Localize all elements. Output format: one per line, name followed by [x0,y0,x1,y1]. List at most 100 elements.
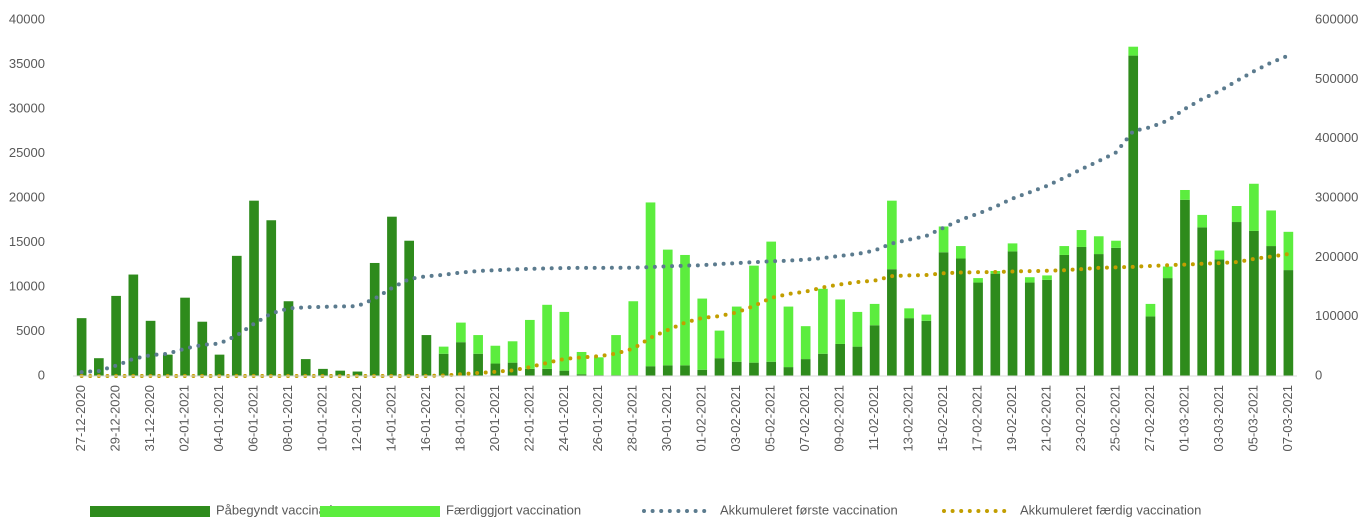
cumulative-line [79,53,1291,375]
x-tick-label: 14-01-2021 [383,385,398,452]
bar [818,288,828,354]
x-tick-label: 31-12-2020 [142,385,157,452]
bar [835,343,845,376]
bar [1266,246,1276,376]
legend-label: Akkumuleret færdig vaccination [1020,502,1201,517]
bar [1214,259,1225,376]
x-tick-label: 07-02-2021 [797,385,812,452]
x-tick-label: 03-02-2021 [728,385,743,452]
bar [783,306,794,368]
bar [1145,316,1156,376]
x-tick-label: 17-02-2021 [970,385,985,452]
bar [921,314,932,321]
y2-tick-label: 400000 [1315,130,1358,145]
x-tick-label: 03-03-2021 [1211,385,1226,452]
bar [369,262,380,376]
x-tick-label: 22-01-2021 [521,385,536,452]
bar [990,273,1001,376]
x-tick-label: 11-02-2021 [866,385,881,451]
bar [456,322,466,343]
x-tick-label: 29-12-2020 [108,385,123,452]
bar [1059,246,1070,255]
x-tick-label: 04-01-2021 [211,385,226,452]
x-tick-label: 21-02-2021 [1038,385,1053,452]
bar [697,369,708,376]
x-tick-label: 05-02-2021 [763,385,778,452]
bar [1231,206,1242,223]
bar [352,371,363,376]
bar [1093,236,1104,255]
bar [1024,277,1035,283]
bar [1024,282,1035,376]
bar [1214,250,1225,260]
bar [800,326,811,360]
bar [249,200,259,376]
bar [800,359,811,376]
bar [1007,251,1018,376]
x-tick-label: 05-03-2021 [1245,385,1260,452]
bar [869,303,880,326]
x-tick-label: 08-01-2021 [280,385,295,452]
bar [766,361,777,376]
x-tick-label: 01-02-2021 [694,385,709,452]
bar [94,358,104,376]
legend-label: Færdiggjort vaccination [446,502,581,517]
y-tick-label: 25000 [9,145,45,160]
bar [1076,230,1087,247]
x-tick-label: 10-01-2021 [314,385,329,452]
y2-tick-label: 500000 [1315,71,1358,86]
bar [456,342,466,376]
bar [869,325,880,376]
bar [1128,55,1139,376]
y2-tick-label: 0 [1315,367,1322,382]
y-tick-label: 5000 [16,323,45,338]
bar [283,301,294,376]
x-tick-label: 15-02-2021 [935,385,950,452]
bar [335,370,346,376]
bar [1059,254,1070,376]
y-tick-label: 10000 [9,278,45,293]
bar [1249,183,1259,231]
x-tick-label: 25-02-2021 [1107,385,1122,452]
bar [180,297,190,376]
bar [645,366,656,376]
y-tick-label: 30000 [9,100,45,115]
bar [766,241,777,362]
legend-label: Påbegyndt vaccination [216,502,347,517]
bar [542,304,552,369]
bar [1093,254,1104,376]
bar [576,351,587,375]
bar [904,308,914,319]
bar [1111,240,1121,248]
bar [680,365,690,376]
y-tick-label: 35000 [9,56,45,71]
bar [593,357,604,376]
bar [973,278,983,283]
bar [1283,231,1294,271]
x-tick-label: 06-01-2021 [245,385,260,452]
x-tick-label: 16-01-2021 [418,385,433,452]
bar [559,311,570,371]
bar [956,246,966,259]
x-tick-label: 07-03-2021 [1280,385,1295,452]
y2-tick-label: 100000 [1315,308,1358,323]
bar [1128,46,1139,56]
bar [1197,227,1208,376]
y-tick-label: 15000 [9,234,45,249]
bar [1197,214,1208,228]
bar [197,321,208,376]
x-tick-label: 26-01-2021 [590,385,605,452]
x-tick-label: 27-12-2020 [73,385,88,452]
bar [628,301,639,376]
bar [714,358,725,376]
x-tick-label: 01-03-2021 [1176,385,1191,452]
bar [1111,247,1121,376]
bar [473,335,483,354]
bar [404,240,414,376]
bar [611,335,621,376]
bar [818,353,828,376]
y2-tick-label: 600000 [1315,11,1358,26]
bar [1180,189,1190,200]
cumulative-line [79,252,1291,378]
